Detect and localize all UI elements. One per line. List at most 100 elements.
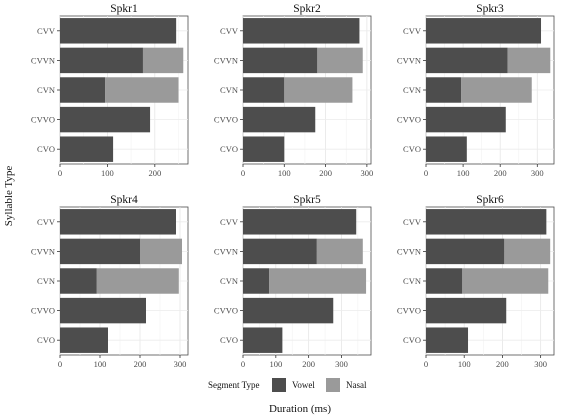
- y-tick-label: CVN: [220, 85, 238, 95]
- bar-nasal-cvvn: [316, 238, 363, 265]
- bar-vowel-cvn: [60, 77, 106, 103]
- x-tick-label: 100: [458, 359, 471, 369]
- bar-vowel-cvn: [243, 268, 270, 294]
- x-tick-label: 300: [174, 359, 187, 369]
- bar-vowel-cvo: [243, 327, 283, 353]
- bar-nasal-cvvn: [507, 47, 551, 74]
- y-tick-label: CVV: [220, 26, 239, 36]
- bar-vowel-cvvn: [243, 238, 317, 265]
- bar-nasal-cvvn: [140, 238, 182, 265]
- bar-vowel-cvvn: [60, 238, 140, 265]
- facet-spkr2: Spkr2 CVV CVVN CVN CVVO CVO 0 100 200 300: [214, 3, 373, 178]
- legend: Segment Type Vowel Nasal: [208, 378, 367, 392]
- y-tick-label: CVO: [220, 335, 238, 345]
- bar-vowel-cvo: [243, 136, 285, 162]
- y-axis-title: Syllable Type: [3, 166, 15, 227]
- bar-vowel-cvo: [426, 136, 467, 162]
- y-tick-label: CVVN: [214, 55, 238, 65]
- bar-vowel-cvv: [60, 209, 176, 235]
- bar-vowel-cvvo: [60, 106, 151, 133]
- bar-vowel-cvvn: [60, 47, 143, 74]
- x-tick-label: 300: [531, 168, 544, 178]
- bar-vowel-cvn: [60, 268, 97, 294]
- x-tick-label: 200: [319, 168, 332, 178]
- x-tick-label: 200: [148, 168, 161, 178]
- bar-vowel-cvv: [60, 18, 177, 44]
- bar-nasal-cvn: [462, 268, 549, 294]
- x-tick-label: 100: [101, 168, 114, 178]
- x-tick-label: 300: [360, 168, 373, 178]
- bar-vowel-cvvo: [243, 106, 316, 133]
- x-tick-label: 0: [424, 359, 428, 369]
- y-tick-label: CVN: [37, 85, 55, 95]
- x-tick-label: 200: [496, 359, 509, 369]
- y-tick-label: CVN: [37, 276, 55, 286]
- y-tick-label: CVVO: [397, 115, 421, 125]
- legend-label-vowel: Vowel: [292, 380, 315, 390]
- legend-swatch-nasal: [326, 378, 340, 392]
- x-tick-label: 0: [241, 359, 245, 369]
- legend-swatch-vowel: [272, 378, 286, 392]
- bar-nasal-cvvn: [317, 47, 363, 74]
- bar-nasal-cvvn: [142, 47, 184, 74]
- y-tick-label: CVO: [220, 144, 238, 154]
- y-tick-label: CVO: [37, 144, 55, 154]
- y-tick-label: CVO: [37, 335, 55, 345]
- bar-vowel-cvn: [243, 77, 285, 103]
- x-axis-title: Duration (ms): [269, 403, 331, 415]
- legend-title: Segment Type: [208, 380, 259, 390]
- bar-vowel-cvo: [60, 327, 108, 353]
- y-tick-label: CVO: [403, 335, 421, 345]
- y-tick-label: CVN: [403, 85, 421, 95]
- bar-vowel-cvvo: [60, 297, 146, 324]
- x-tick-label: 200: [134, 359, 147, 369]
- facet-spkr3: Spkr3 CVV CVVN CVN CVVO CVO 0 100 200 300: [397, 3, 555, 178]
- facet-title: Spkr3: [476, 3, 504, 15]
- facet-spkr4: Spkr4 CVV CVVN CVN CVVO CVO 0 100 200 300: [31, 194, 189, 369]
- y-tick-label: CVVO: [397, 306, 421, 316]
- x-tick-label: 300: [335, 359, 348, 369]
- legend-label-nasal: Nasal: [346, 380, 367, 390]
- bar-vowel-cvvo: [243, 297, 334, 324]
- x-tick-label: 300: [534, 359, 547, 369]
- bar-nasal-cvn: [461, 77, 532, 103]
- bar-vowel-cvo: [426, 327, 469, 353]
- facet-title: Spkr2: [293, 3, 321, 15]
- facet-spkr5: Spkr5 CVV CVVN CVN CVVO CVO 0 100 200 300: [214, 194, 372, 369]
- bar-nasal-cvn: [269, 268, 367, 294]
- x-tick-label: 100: [457, 168, 470, 178]
- y-tick-label: CVVN: [31, 55, 55, 65]
- y-tick-label: CVV: [220, 217, 239, 227]
- y-tick-label: CVVN: [31, 246, 55, 256]
- bar-vowel-cvvn: [426, 47, 508, 74]
- y-tick-label: CVVO: [31, 306, 55, 316]
- y-tick-label: CVV: [403, 26, 422, 36]
- x-tick-label: 200: [302, 359, 315, 369]
- bar-vowel-cvn: [426, 268, 463, 294]
- facet-title: Spkr1: [110, 3, 138, 15]
- bar-vowel-cvvn: [243, 47, 318, 74]
- x-tick-label: 200: [494, 168, 507, 178]
- bar-vowel-cvo: [60, 136, 114, 162]
- y-tick-label: CVV: [403, 217, 422, 227]
- y-tick-label: CVVN: [214, 246, 238, 256]
- y-tick-label: CVVO: [31, 115, 55, 125]
- x-tick-label: 0: [241, 168, 245, 178]
- bar-nasal-cvn: [96, 268, 179, 294]
- bar-nasal-cvn: [284, 77, 353, 103]
- y-tick-label: CVO: [403, 144, 421, 154]
- x-tick-label: 100: [278, 168, 291, 178]
- bar-vowel-cvv: [426, 209, 547, 235]
- y-tick-label: CVV: [37, 217, 56, 227]
- y-tick-label: CVVN: [397, 246, 421, 256]
- x-tick-label: 100: [94, 359, 107, 369]
- y-tick-label: CVV: [37, 26, 56, 36]
- bar-vowel-cvvo: [426, 297, 507, 324]
- bar-vowel-cvv: [243, 18, 360, 44]
- x-tick-label: 100: [269, 359, 282, 369]
- y-tick-label: CVN: [403, 276, 421, 286]
- bar-vowel-cvv: [426, 18, 542, 44]
- y-tick-label: CVVN: [397, 55, 421, 65]
- bar-nasal-cvvn: [504, 238, 551, 265]
- y-tick-label: CVN: [220, 276, 238, 286]
